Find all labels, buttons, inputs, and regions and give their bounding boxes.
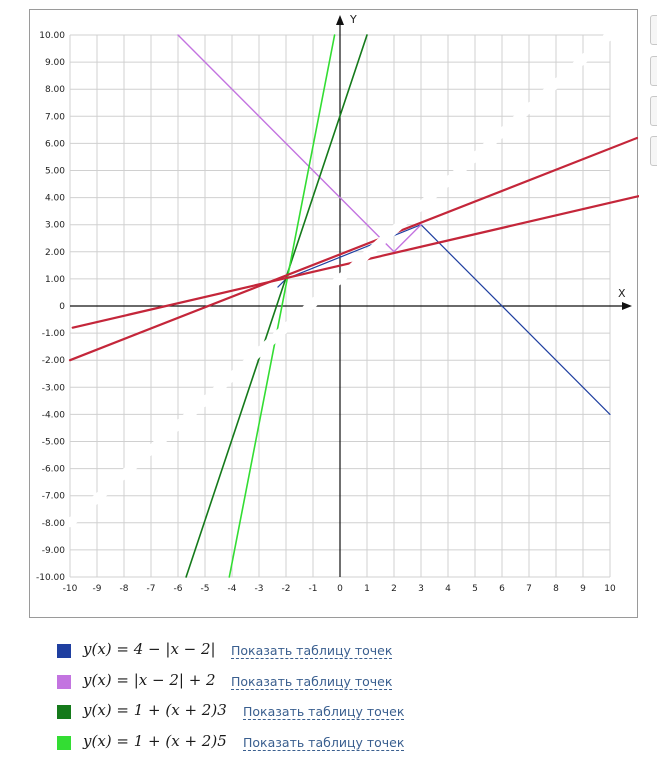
x-tick-label: 8 [553, 584, 559, 594]
y-tick-label: -2.00 [42, 356, 66, 366]
y-tick-label: -1.00 [42, 329, 66, 339]
y-tick-label: 9.00 [45, 58, 65, 68]
x-tick-label: 6 [499, 584, 505, 594]
x-tick-label: 2 [391, 584, 397, 594]
x-tick-label: 4 [445, 584, 451, 594]
y-tick-label: 6.00 [45, 139, 65, 149]
x-tick-label: -7 [147, 584, 156, 594]
y-tick-label: -7.00 [42, 492, 66, 502]
series-line [65, 30, 615, 528]
x-tick-label: -1 [309, 584, 318, 594]
side-control-3[interactable] [650, 96, 657, 126]
series-line [68, 136, 639, 362]
y-tick-label: 4.00 [45, 194, 65, 204]
y-tick-label: 8.00 [45, 85, 65, 95]
legend-formula: y(x) = |x − 2| + 2 [83, 671, 216, 689]
series-line [177, 34, 422, 253]
side-control-4[interactable] [650, 136, 657, 166]
series-line [228, 34, 336, 578]
legend-formula: y(x) = 4 − |x − 2| [83, 640, 216, 658]
side-control-1[interactable] [650, 15, 657, 45]
x-tick-label: 1 [364, 584, 370, 594]
y-axis-arrow [336, 15, 344, 25]
y-tick-label: -10.00 [36, 573, 65, 583]
x-tick-label: -5 [201, 584, 210, 594]
x-tick-label: -2 [282, 584, 291, 594]
y-tick-label: 5.00 [45, 167, 65, 177]
y-axis-label: Y [349, 13, 357, 26]
x-axis-arrow [622, 302, 632, 310]
chart-frame: -10 -9 -8 -7 -6 -5 -4 -3 -2 -1 0 1 2 3 4 5 6 7 8 9 10 10.00 9.… [29, 9, 639, 618]
legend-swatch [57, 675, 71, 689]
function-plot: -10 -9 -8 -7 -6 -5 -4 -3 -2 -1 0 1 2 3 4 5 6 7 8 9 1010.009.… [36, 13, 639, 594]
y-tick-label: 0 [59, 302, 65, 312]
show-points-table-link[interactable]: Показать таблицу точек [231, 674, 393, 690]
y-tick-label: 1.00 [45, 275, 65, 285]
x-tick-label: 3 [418, 584, 424, 594]
series-line [277, 224, 611, 415]
y-tick-label: -8.00 [42, 519, 66, 529]
x-tick-label: 5 [472, 584, 478, 594]
side-control-2[interactable] [650, 56, 657, 86]
x-tick-label: -4 [228, 584, 237, 594]
x-tick-label: 7 [526, 584, 532, 594]
x-tick-label: -8 [120, 584, 129, 594]
show-points-table-link[interactable]: Показать таблицу точек [243, 704, 405, 720]
y-tick-label: 3.00 [45, 221, 65, 231]
x-tick-label: -6 [174, 584, 183, 594]
legend-formula: y(x) = 1 + (x + 2)3 [83, 701, 227, 719]
y-tick-label: -9.00 [42, 546, 66, 556]
y-tick-label: -6.00 [42, 465, 66, 475]
tick-labels: -10 -9 -8 -7 -6 -5 -4 -3 -2 -1 0 1 2 3 4 5 6 7 8 9 1010.009.… [36, 13, 626, 594]
x-tick-label: -9 [93, 584, 102, 594]
legend-swatch [57, 644, 71, 658]
series-lines [65, 30, 639, 578]
x-tick-label: 9 [580, 584, 586, 594]
x-tick-label: 0 [337, 584, 343, 594]
legend-formula: y(x) = 1 + (x + 2)5 [83, 732, 227, 750]
y-tick-label: 7.00 [45, 112, 65, 122]
series-line [185, 34, 368, 578]
y-tick-label: -4.00 [42, 410, 66, 420]
y-tick-label: -5.00 [42, 438, 66, 448]
y-tick-label: 10.00 [39, 31, 65, 41]
legend-swatch [57, 705, 71, 719]
y-tick-label: -3.00 [42, 383, 66, 393]
show-points-table-link[interactable]: Показать таблицу точек [243, 735, 405, 751]
show-points-table-link[interactable]: Показать таблицу точек [231, 643, 393, 659]
legend-swatch [57, 736, 71, 750]
x-axis-label: X [618, 287, 626, 300]
x-tick-label: -3 [255, 584, 264, 594]
x-tick-label: -10 [63, 584, 78, 594]
axes [70, 15, 632, 577]
x-tick-label: 10 [604, 584, 616, 594]
y-tick-label: 2.00 [45, 248, 65, 258]
